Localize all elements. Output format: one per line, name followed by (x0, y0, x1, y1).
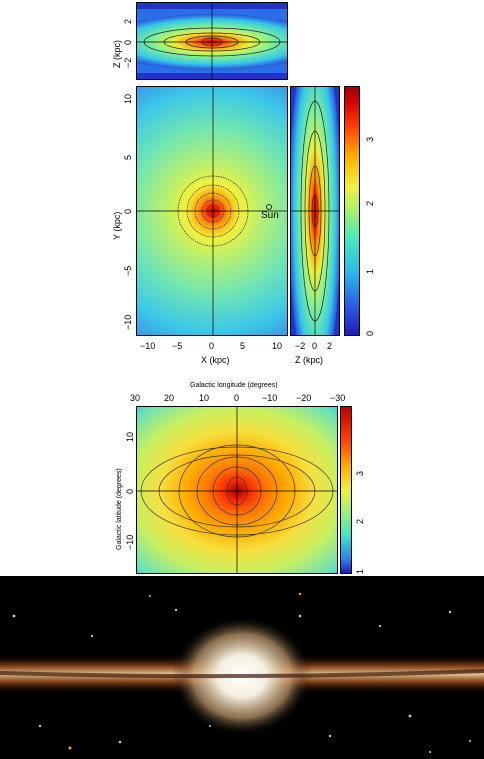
xz-ytick: 0 (123, 39, 133, 45)
middle-colorbar-tick: 3 (355, 470, 365, 476)
latitude-label: Galactic latitude (degrees) (116, 468, 123, 550)
xy-xtick: 0 (209, 341, 215, 351)
xy-ytick: 5 (123, 154, 133, 160)
zy-xtick: −2 (295, 341, 306, 351)
lon-tick: 20 (164, 393, 175, 403)
zy-density-map (291, 87, 339, 335)
sky-map-panel (136, 406, 338, 574)
xy-ytick: −10 (123, 314, 133, 330)
lon-tick: 10 (199, 393, 210, 403)
xy-density-panel: Sun (136, 86, 288, 336)
xy-ytick: 10 (123, 93, 133, 104)
xz-density-panel (136, 2, 288, 80)
xy-ylabel: Y (kpc) (112, 211, 122, 240)
lon-tick: −20 (296, 393, 312, 403)
top-colorbar-tick: 1 (365, 268, 375, 274)
longitude-label: Galactic longitude (degrees) (190, 382, 278, 389)
milky-way-infrared-image (0, 576, 484, 759)
top-colorbar (344, 86, 360, 336)
xz-ytick: −2 (123, 57, 133, 68)
middle-figure: Galactic longitude (degrees) 30 20 10 0 … (0, 380, 484, 575)
xy-xtick: 5 (240, 341, 246, 351)
sun-marker (266, 204, 272, 210)
lon-tick: 30 (130, 393, 141, 403)
lat-tick: 0 (125, 488, 135, 494)
top-figure: Z (kpc) 2 0 −2 (112, 2, 375, 365)
galaxy-image (0, 576, 484, 759)
top-colorbar-tick: 3 (365, 136, 375, 142)
middle-colorbar (340, 406, 352, 574)
sun-label: Sun (261, 210, 279, 221)
lon-tick: 0 (234, 393, 240, 403)
xy-ytick: −5 (123, 265, 133, 276)
xy-xtick: −10 (140, 341, 156, 351)
lat-tick: 10 (125, 431, 135, 442)
xy-xtick: 10 (272, 341, 283, 351)
zy-xtick: 2 (327, 341, 333, 351)
zy-xtick: 0 (312, 341, 318, 351)
xy-xlabel: X (kpc) (201, 355, 230, 365)
xy-density-map (137, 87, 287, 335)
top-colorbar-tick: 2 (365, 200, 375, 206)
xz-density-map (137, 3, 287, 79)
xz-ylabel: Z (kpc) (112, 40, 122, 68)
lat-tick: −10 (125, 534, 135, 550)
sky-map (137, 407, 337, 573)
middle-colorbar-tick: 1 (355, 568, 365, 574)
lon-tick: −30 (330, 393, 346, 403)
middle-colorbar-tick: 2 (355, 518, 365, 524)
zy-xlabel: Z (kpc) (295, 355, 323, 365)
xy-ytick: 0 (123, 208, 133, 214)
zy-density-panel (290, 86, 340, 336)
xy-xtick: −5 (172, 341, 183, 351)
top-colorbar-tick: 0 (365, 330, 375, 336)
lon-tick: −10 (262, 393, 278, 403)
xz-ytick: 2 (123, 18, 133, 24)
